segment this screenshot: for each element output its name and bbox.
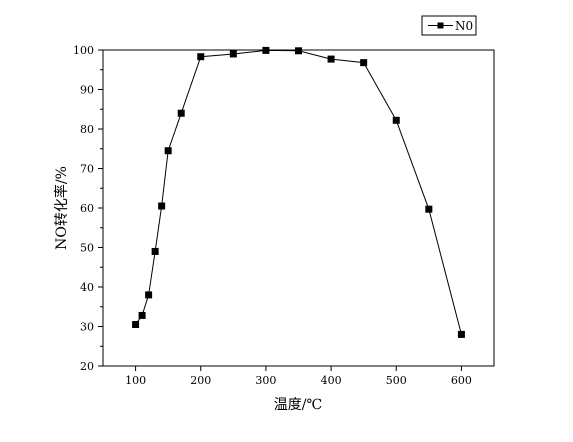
data-point <box>360 59 368 67</box>
data-point <box>229 50 237 58</box>
y-tick-label: 100 <box>73 44 94 57</box>
data-point <box>327 55 335 63</box>
y-tick-label: 40 <box>80 281 94 294</box>
y-tick-label: 20 <box>80 360 94 373</box>
x-tick-label: 600 <box>451 374 472 387</box>
x-axis-label: 温度/℃ <box>274 397 322 413</box>
data-point <box>164 147 172 155</box>
data-point <box>177 109 185 117</box>
y-tick-label: 70 <box>80 163 94 176</box>
legend-label: N0 <box>455 19 473 33</box>
x-tick-label: 100 <box>125 374 146 387</box>
data-point <box>457 330 465 338</box>
x-tick-label: 200 <box>190 374 211 387</box>
x-tick-label: 300 <box>255 374 276 387</box>
data-point <box>295 47 302 55</box>
data-point <box>197 53 205 61</box>
data-point <box>425 205 433 213</box>
y-tick-label: 80 <box>80 123 94 136</box>
data-point <box>132 321 140 329</box>
y-tick-label: 60 <box>80 202 94 215</box>
series-line <box>135 49 462 335</box>
y-tick-label: 50 <box>80 242 94 255</box>
legend-marker <box>437 22 444 29</box>
data-point <box>392 116 400 124</box>
data-point <box>145 291 153 299</box>
series-layer <box>132 46 465 338</box>
y-tick-label: 30 <box>80 321 94 334</box>
data-point <box>158 202 166 210</box>
data-point <box>151 247 159 255</box>
data-point <box>262 46 270 54</box>
data-point <box>138 311 146 319</box>
x-tick-label: 500 <box>386 374 407 387</box>
ticks-layer: 100 200 300 400 500 600 20 30 40 50 60 70 80 90 100 <box>73 44 472 387</box>
legend: N0 <box>421 15 477 36</box>
y-axis-label: NO转化率/% <box>53 166 70 250</box>
x-tick-label: 400 <box>321 374 342 387</box>
y-tick-label: 90 <box>80 84 94 97</box>
